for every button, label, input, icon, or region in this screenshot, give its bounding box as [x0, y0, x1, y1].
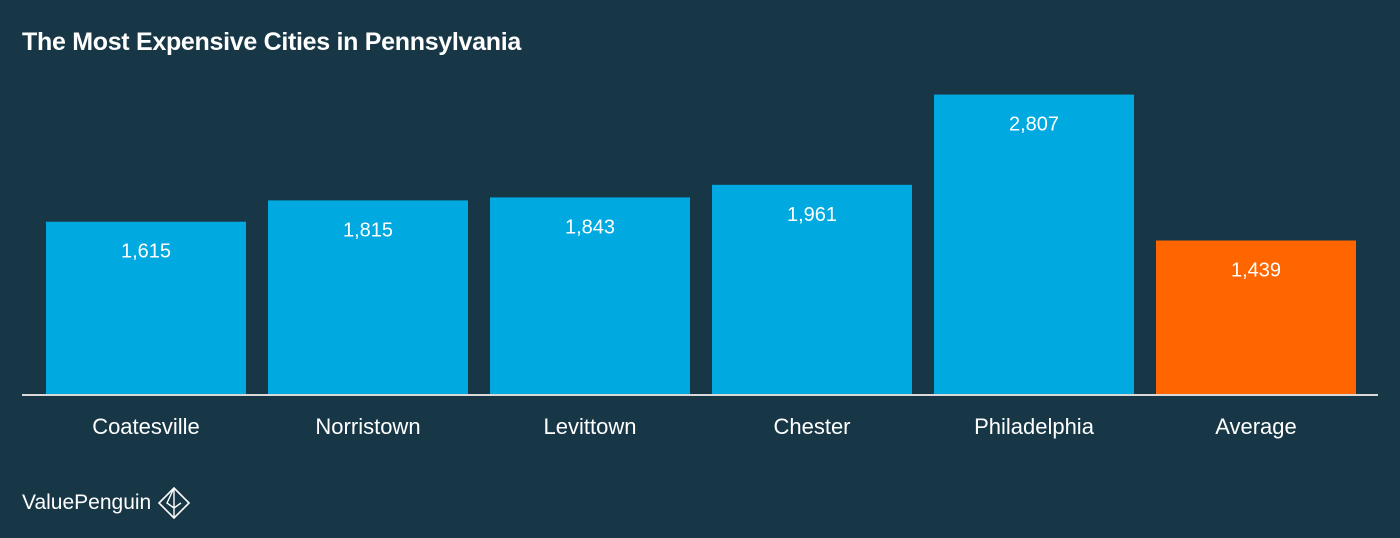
- chart-title: The Most Expensive Cities in Pennsylvani…: [22, 28, 521, 56]
- bar-philadelphia: [934, 94, 1134, 395]
- bar-norristown: [268, 200, 468, 394]
- category-label-chester: Chester: [773, 414, 850, 439]
- value-labels-group: 1,615 1,815 1,843 1,961 2,807 1,439: [121, 114, 1281, 282]
- category-label-average: Average: [1215, 414, 1297, 439]
- bar-average: [1156, 240, 1356, 394]
- bars-group: [46, 94, 1356, 395]
- value-label-coatesville: 1,615: [121, 241, 171, 263]
- value-label-philadelphia: 2,807: [1009, 114, 1059, 136]
- valuepenguin-logo-icon: [158, 486, 191, 520]
- value-label-average: 1,439: [1231, 260, 1281, 282]
- value-label-chester: 1,961: [787, 204, 837, 226]
- bar-coatesville: [46, 221, 246, 394]
- value-label-levittown: 1,843: [565, 216, 615, 238]
- bar-levittown: [490, 197, 690, 394]
- category-label-levittown: Levittown: [544, 414, 637, 439]
- value-label-norristown: 1,815: [343, 219, 393, 241]
- bar-chester: [712, 184, 912, 394]
- category-labels-group: Coatesville Norristown Levittown Chester Phi…: [92, 414, 1297, 439]
- category-label-norristown: Norristown: [315, 414, 420, 439]
- brand-logo: ValuePenguin: [22, 486, 191, 520]
- category-label-coatesville: Coatesville: [92, 414, 200, 439]
- category-label-philadelphia: Philadelphia: [974, 414, 1095, 439]
- brand-name: ValuePenguin: [22, 491, 152, 514]
